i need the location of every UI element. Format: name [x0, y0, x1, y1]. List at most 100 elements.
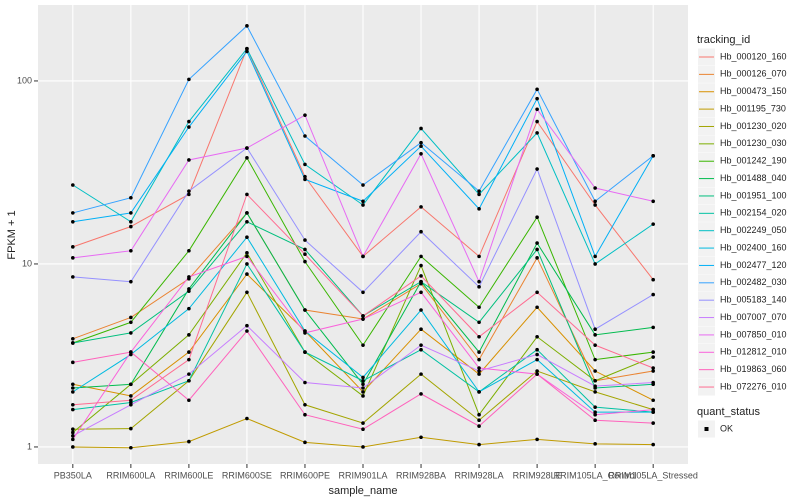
data-point	[477, 350, 481, 354]
data-point	[303, 252, 307, 257]
data-point	[535, 167, 539, 171]
data-point	[303, 380, 307, 385]
data-point	[419, 308, 423, 312]
data-point	[651, 325, 655, 330]
data-point	[419, 274, 423, 278]
data-point	[477, 366, 481, 370]
data-point	[129, 445, 133, 450]
data-point	[535, 119, 539, 124]
data-point	[535, 87, 539, 92]
data-point	[245, 49, 249, 54]
data-point	[651, 369, 655, 373]
data-point	[593, 412, 597, 417]
legend-label: Hb_001951_100	[720, 190, 787, 200]
legend-label: Hb_002400_160	[720, 242, 787, 252]
data-point	[129, 426, 133, 431]
data-point	[245, 211, 249, 215]
legend-label: OK	[720, 423, 733, 433]
point-legend-title: quant_status	[697, 406, 760, 418]
data-point	[245, 235, 249, 240]
data-point	[651, 292, 655, 297]
data-point	[593, 405, 597, 409]
data-point	[477, 424, 481, 428]
x-tick-label: RRIM600LE	[164, 470, 213, 480]
legend-label: Hb_000473_150	[720, 86, 787, 96]
legend-title: tracking_id	[697, 34, 750, 46]
data-point	[71, 386, 75, 390]
data-point	[361, 254, 365, 259]
x-axis-title: sample_name	[328, 485, 397, 497]
data-point	[477, 192, 481, 197]
legend-label: Hb_007850_010	[720, 329, 787, 339]
legend-label: Hb_002154_020	[720, 208, 787, 218]
x-tick-label: RRIM928BA	[396, 470, 446, 480]
data-point	[535, 256, 539, 260]
data-point	[71, 275, 75, 279]
data-point	[651, 398, 655, 403]
data-point	[419, 140, 423, 145]
data-point	[593, 203, 597, 207]
data-point	[593, 343, 597, 347]
data-point	[535, 372, 539, 376]
data-point	[593, 333, 597, 337]
data-point	[477, 369, 481, 373]
data-point	[129, 402, 133, 407]
data-point	[535, 437, 539, 442]
data-point	[245, 416, 249, 421]
data-point	[593, 262, 597, 266]
data-point	[129, 398, 133, 403]
legend-label: Hb_002477_120	[720, 260, 787, 270]
data-point	[361, 382, 365, 387]
data-point	[535, 107, 539, 112]
data-point	[419, 347, 423, 352]
data-point	[477, 334, 481, 339]
data-point	[535, 305, 539, 310]
data-point	[129, 211, 133, 215]
data-point	[477, 390, 481, 394]
data-point	[361, 427, 365, 432]
legend-label: Hb_000120_160	[720, 51, 787, 61]
data-point	[71, 437, 75, 442]
x-tick-label: RRIM901LA	[338, 470, 387, 480]
data-point	[187, 439, 191, 444]
data-point	[245, 262, 249, 266]
y-tick-label: 100	[17, 75, 32, 85]
data-point	[129, 320, 133, 325]
data-point	[361, 199, 365, 204]
data-point	[245, 192, 249, 197]
data-point	[535, 215, 539, 220]
data-point	[71, 434, 75, 438]
data-point	[651, 380, 655, 385]
data-point	[245, 156, 249, 160]
data-point	[477, 207, 481, 211]
data-point	[245, 146, 249, 150]
data-point	[477, 189, 481, 193]
data-point	[129, 224, 133, 229]
data-point	[187, 189, 191, 193]
data-point	[651, 222, 655, 226]
data-point	[303, 402, 307, 407]
data-point	[361, 378, 365, 383]
data-point	[187, 248, 191, 253]
data-point	[71, 402, 75, 407]
data-point	[419, 229, 423, 234]
data-point	[535, 247, 539, 252]
data-point	[129, 315, 133, 320]
data-point	[71, 183, 75, 187]
data-point	[303, 113, 307, 117]
x-tick-label: RRIM600LA	[106, 470, 155, 480]
data-point	[477, 305, 481, 310]
data-point	[245, 254, 249, 259]
data-point	[129, 350, 133, 354]
data-point	[361, 390, 365, 394]
data-point	[361, 290, 365, 295]
data-point	[245, 272, 249, 276]
data-point	[71, 245, 75, 249]
data-point	[361, 183, 365, 187]
data-point	[361, 314, 365, 318]
data-point	[303, 177, 307, 182]
legend-label: Hb_000126_070	[720, 69, 787, 79]
data-point	[187, 350, 191, 354]
data-point	[187, 372, 191, 376]
y-tick-label: 10	[22, 258, 32, 268]
